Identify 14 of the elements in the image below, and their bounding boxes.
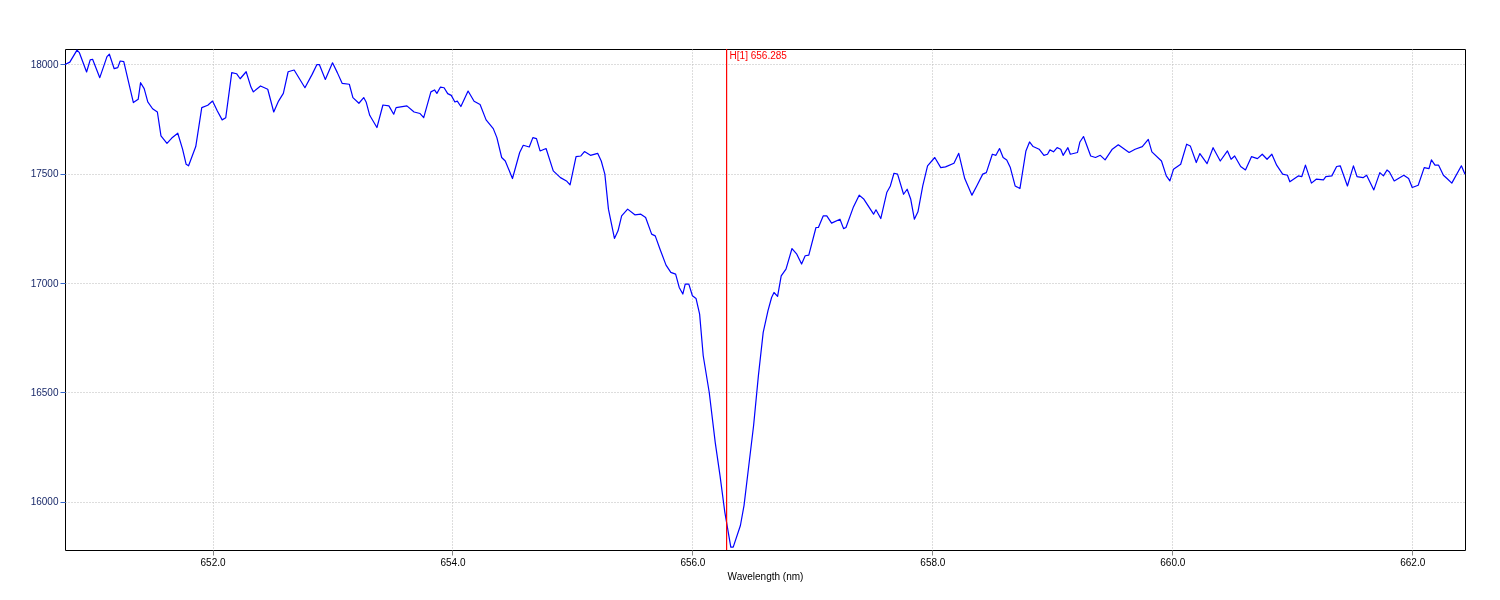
x-tick-label: 660.0 <box>1160 556 1186 568</box>
x-tick-label: 654.0 <box>440 556 466 568</box>
y-tick-label: 17000 <box>30 277 59 289</box>
x-tick-label: 662.0 <box>1400 556 1426 568</box>
ref-line-label: H[1] 656.285 <box>729 50 788 61</box>
y-tick-label: 17500 <box>30 168 59 180</box>
line-series <box>64 49 1466 548</box>
x-tick-label: 658.0 <box>920 556 946 568</box>
x-axis-title: Wavelength (nm) <box>727 570 804 582</box>
y-tick-label: 16000 <box>30 496 59 508</box>
y-tick-label: 18000 <box>30 58 59 70</box>
x-tick-label: 652.0 <box>200 556 227 568</box>
y-tick-label: 16500 <box>30 386 59 398</box>
x-tick-label: 656.0 <box>680 556 706 568</box>
